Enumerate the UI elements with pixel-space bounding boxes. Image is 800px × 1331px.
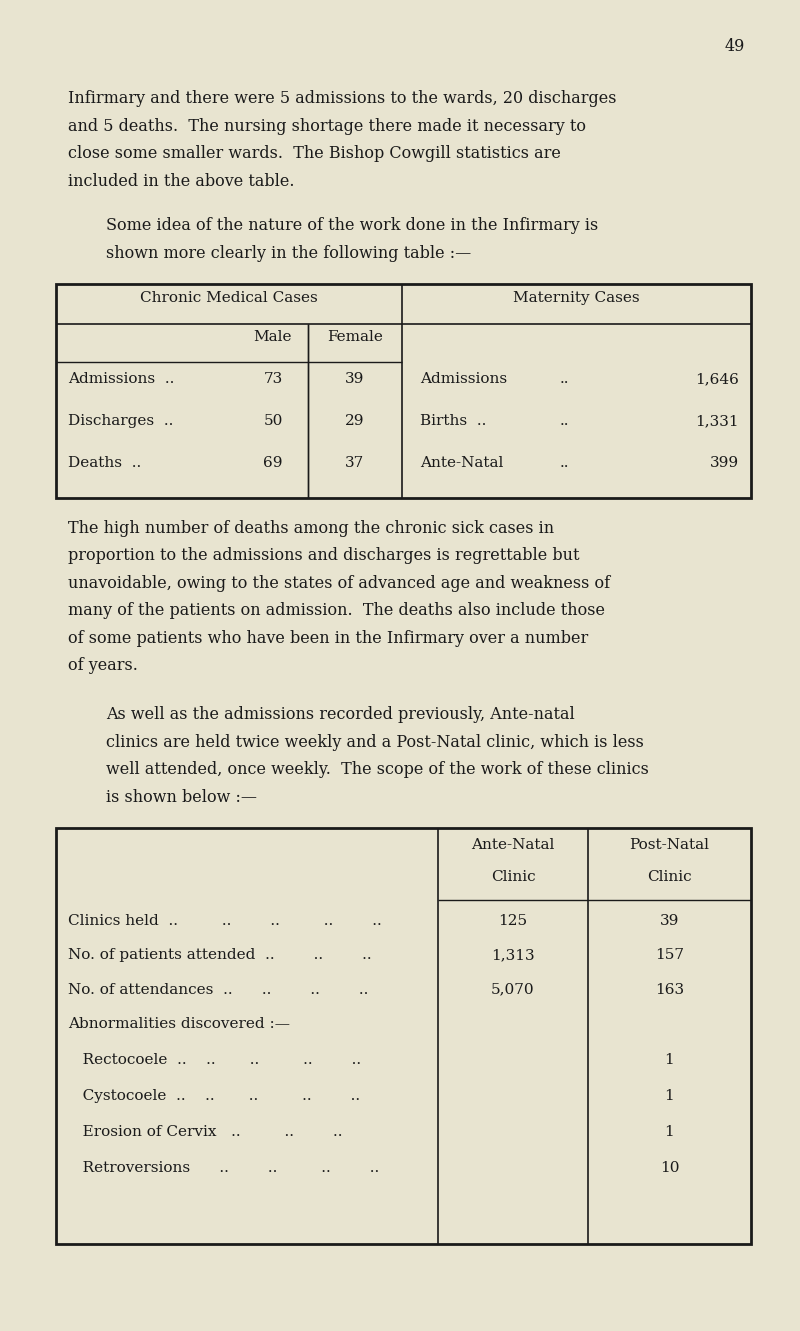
Text: 49: 49: [725, 39, 745, 55]
Text: included in the above table.: included in the above table.: [68, 173, 294, 189]
Text: As well as the admissions recorded previously, Ante-natal: As well as the admissions recorded previ…: [106, 707, 574, 723]
Text: 399: 399: [710, 457, 739, 470]
Text: 37: 37: [346, 457, 365, 470]
Text: No. of attendances  ..      ..        ..        ..: No. of attendances .. .. .. ..: [68, 982, 368, 997]
Text: close some smaller wards.  The Bishop Cowgill statistics are: close some smaller wards. The Bishop Cow…: [68, 145, 561, 162]
Text: No. of patients attended  ..        ..        ..: No. of patients attended .. .. ..: [68, 949, 372, 962]
Text: Cystocoele  ..    ..       ..         ..        ..: Cystocoele .. .. .. .. ..: [68, 1089, 360, 1103]
Text: clinics are held twice weekly and a Post-Natal clinic, which is less: clinics are held twice weekly and a Post…: [106, 733, 644, 751]
Text: 69: 69: [263, 457, 282, 470]
Text: 50: 50: [263, 414, 282, 429]
Text: 157: 157: [655, 949, 684, 962]
Bar: [56, 828, 751, 1244]
Text: of years.: of years.: [68, 658, 138, 675]
Text: Some idea of the nature of the work done in the Infirmary is: Some idea of the nature of the work done…: [106, 217, 598, 234]
Text: shown more clearly in the following table :—: shown more clearly in the following tabl…: [106, 245, 471, 262]
Text: Infirmary and there were 5 admissions to the wards, 20 discharges: Infirmary and there were 5 admissions to…: [68, 91, 617, 106]
Text: well attended, once weekly.  The scope of the work of these clinics: well attended, once weekly. The scope of…: [106, 761, 649, 779]
Text: Clinics held  ..         ..        ..         ..        ..: Clinics held .. .. .. .. ..: [68, 914, 382, 928]
Text: Post-Natal: Post-Natal: [630, 839, 710, 852]
Text: 1,646: 1,646: [695, 373, 739, 386]
Text: Deaths  ..: Deaths ..: [68, 457, 142, 470]
Text: Admissions: Admissions: [420, 373, 507, 386]
Text: 1,331: 1,331: [695, 414, 739, 429]
Text: ..: ..: [560, 373, 570, 386]
Text: 1: 1: [665, 1053, 674, 1067]
Text: The high number of deaths among the chronic sick cases in: The high number of deaths among the chro…: [68, 519, 554, 536]
Text: Female: Female: [327, 330, 383, 345]
Text: Clinic: Clinic: [647, 870, 692, 884]
Text: 29: 29: [346, 414, 365, 429]
Text: ..: ..: [560, 457, 570, 470]
Text: 1: 1: [665, 1089, 674, 1103]
Text: unavoidable, owing to the states of advanced age and weakness of: unavoidable, owing to the states of adva…: [68, 575, 610, 592]
Text: 1: 1: [665, 1125, 674, 1139]
Bar: [56, 284, 751, 498]
Text: Abnormalities discovered :—: Abnormalities discovered :—: [68, 1017, 290, 1030]
Text: 163: 163: [655, 982, 684, 997]
Text: proportion to the admissions and discharges is regrettable but: proportion to the admissions and dischar…: [68, 547, 579, 564]
Text: Maternity Cases: Maternity Cases: [513, 291, 640, 305]
Text: ..: ..: [560, 414, 570, 429]
Text: 39: 39: [346, 373, 365, 386]
Text: 1,313: 1,313: [491, 949, 535, 962]
Text: Erosion of Cervix   ..         ..        ..: Erosion of Cervix .. .. ..: [68, 1125, 342, 1139]
Text: Clinic: Clinic: [490, 870, 535, 884]
Text: 39: 39: [660, 914, 679, 928]
Text: Ante-Natal: Ante-Natal: [471, 839, 554, 852]
Text: many of the patients on admission.  The deaths also include those: many of the patients on admission. The d…: [68, 602, 605, 619]
Text: Discharges  ..: Discharges ..: [68, 414, 174, 429]
Text: Rectocoele  ..    ..       ..         ..        ..: Rectocoele .. .. .. .. ..: [68, 1053, 361, 1067]
Text: is shown below :—: is shown below :—: [106, 789, 257, 805]
Text: Retroversions      ..        ..         ..        ..: Retroversions .. .. .. ..: [68, 1161, 379, 1175]
Text: Chronic Medical Cases: Chronic Medical Cases: [140, 291, 318, 305]
Text: Ante-Natal: Ante-Natal: [420, 457, 503, 470]
Text: 125: 125: [498, 914, 527, 928]
Text: and 5 deaths.  The nursing shortage there made it necessary to: and 5 deaths. The nursing shortage there…: [68, 117, 586, 134]
Text: 73: 73: [263, 373, 282, 386]
Text: of some patients who have been in the Infirmary over a number: of some patients who have been in the In…: [68, 630, 588, 647]
Text: 10: 10: [660, 1161, 679, 1175]
Text: 5,070: 5,070: [491, 982, 535, 997]
Text: Births  ..: Births ..: [420, 414, 486, 429]
Text: Admissions  ..: Admissions ..: [68, 373, 174, 386]
Text: Male: Male: [254, 330, 292, 345]
